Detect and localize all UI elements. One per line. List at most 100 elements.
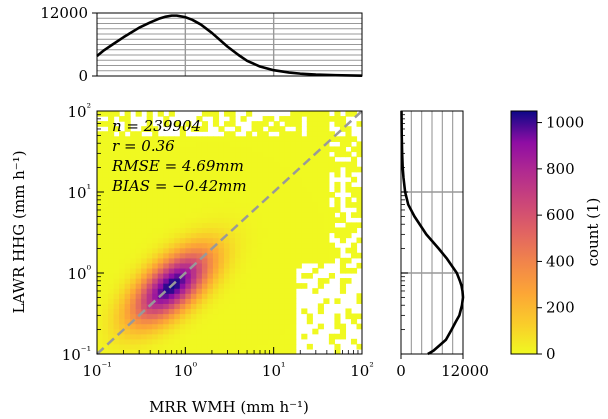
- heatmap-cell: [163, 166, 170, 173]
- heatmap-cell: [97, 131, 104, 137]
- colorbar-tick-label: 400: [546, 252, 575, 270]
- heatmap-cell: [295, 141, 302, 148]
- heatmap-cell: [146, 161, 153, 168]
- heatmap-cell: [163, 313, 170, 320]
- heatmap-cell: [284, 247, 291, 254]
- heatmap-cell: [207, 227, 214, 234]
- heatmap-cell: [235, 212, 242, 218]
- heatmap-cell: [212, 333, 220, 340]
- heatmap-cell: [102, 202, 109, 208]
- heatmap-cell: [246, 136, 253, 142]
- heatmap-cell: [141, 202, 148, 208]
- heatmap-cell: [339, 267, 347, 274]
- heatmap-cell: [235, 181, 242, 188]
- heatmap-cell: [212, 151, 220, 158]
- heatmap-cell: [339, 232, 347, 239]
- heatmap-cell: [218, 192, 225, 198]
- heatmap-cell: [146, 176, 153, 183]
- heatmap-cell: [295, 252, 302, 259]
- heatmap-cell: [279, 283, 286, 289]
- heatmap-cell: [97, 111, 104, 117]
- heatmap-cell: [168, 267, 175, 274]
- heatmap-cell: [301, 237, 308, 244]
- heatmap-cell: [240, 181, 247, 188]
- heatmap-cell: [146, 141, 153, 148]
- heatmap-cell: [201, 156, 209, 163]
- heatmap-cell: [157, 338, 164, 345]
- heatmap-cell: [141, 293, 148, 299]
- heatmap-cell: [119, 227, 126, 234]
- heatmap-cell: [196, 303, 203, 310]
- heatmap-cell: [102, 212, 109, 218]
- heatmap-cell: [229, 237, 236, 244]
- heatmap-cell: [251, 136, 258, 142]
- heatmap-cell: [235, 343, 242, 350]
- heatmap-cell: [251, 171, 258, 178]
- heatmap-cell: [339, 141, 347, 148]
- heatmap-cell: [119, 252, 126, 259]
- heatmap-cell: [235, 247, 242, 254]
- heatmap-cell: [246, 267, 253, 274]
- heatmap-cell: [146, 348, 153, 354]
- heatmap-cell: [124, 176, 131, 183]
- heatmap-cell: [290, 141, 297, 148]
- heatmap-cell: [312, 217, 319, 223]
- stats-line: RMSE = 4.69mm: [111, 157, 244, 175]
- one-to-one-line: [96, 110, 363, 355]
- heatmap-cell: [323, 186, 330, 193]
- heatmap-cell: [240, 161, 247, 168]
- heatmap-cell: [339, 151, 347, 158]
- heatmap-cell: [119, 116, 126, 122]
- heatmap-cell: [196, 126, 203, 132]
- heatmap-cell: [196, 136, 203, 142]
- heatmap-cell: [229, 257, 236, 264]
- heatmap-cell: [201, 303, 209, 310]
- heatmap-cell: [268, 293, 275, 299]
- heatmap-cell: [323, 111, 330, 117]
- right-x-tick-label: 0: [396, 362, 406, 380]
- heatmap-cell: [163, 146, 170, 153]
- heatmap-cell: [279, 298, 286, 304]
- heatmap-cell: [246, 232, 253, 239]
- heatmap-cell: [218, 232, 225, 239]
- heatmap-cell: [102, 328, 109, 335]
- heatmap-cell: [207, 176, 214, 183]
- heatmap-cell: [124, 348, 131, 354]
- heatmap-cell: [113, 156, 120, 163]
- heatmap-cell: [141, 257, 148, 264]
- heatmap-cell: [190, 171, 197, 178]
- heatmap-cell: [212, 116, 220, 122]
- heatmap-cell: [124, 298, 131, 304]
- heatmap-cell: [207, 242, 214, 249]
- heatmap-cell: [229, 242, 236, 249]
- heatmap-cell: [119, 298, 126, 304]
- heatmap-cell: [108, 308, 115, 315]
- heatmap-cell: [179, 267, 186, 274]
- heatmap-cell: [240, 343, 247, 350]
- heatmap-cell: [119, 161, 126, 168]
- heatmap-cell: [97, 146, 104, 153]
- heatmap-cell: [207, 232, 214, 239]
- heatmap-cell: [108, 217, 115, 223]
- heatmap-cell: [240, 278, 247, 284]
- heatmap-cell: [152, 146, 159, 153]
- heatmap-cell: [163, 176, 170, 183]
- heatmap-cell: [284, 267, 291, 274]
- heatmap-cell: [345, 308, 352, 315]
- heatmap-cell: [207, 207, 214, 213]
- heatmap-cell: [135, 222, 142, 229]
- heatmap-cell: [130, 262, 137, 269]
- heatmap-cell: [273, 126, 280, 132]
- heatmap-cell: [163, 343, 170, 350]
- heatmap-cell: [301, 308, 308, 315]
- heatmap-cell: [135, 181, 142, 188]
- heatmap-cell: [135, 197, 142, 203]
- heatmap-cell: [135, 288, 142, 294]
- heatmap-cell: [102, 186, 109, 193]
- heatmap-cell: [251, 252, 258, 259]
- heatmap-cell: [229, 323, 236, 330]
- heatmap-cell: [102, 222, 109, 229]
- heatmap-cell: [102, 313, 109, 320]
- heatmap-cell: [168, 146, 175, 153]
- heatmap-cell: [190, 242, 197, 249]
